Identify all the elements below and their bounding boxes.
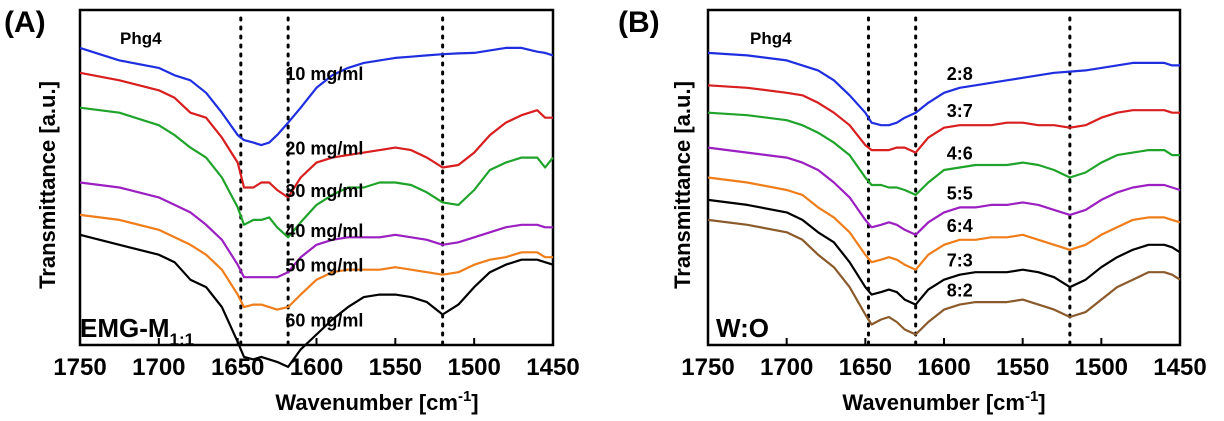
panel-a-x-tick-label: 1450: [526, 354, 579, 381]
panel-b-x-tick-label: 1500: [1075, 354, 1128, 381]
panel-b-series-line-2: [707, 84, 1180, 154]
panel-a-series-label-1: 10 mg/ml: [285, 64, 363, 84]
panel-a-x-tick-label: 1600: [290, 354, 343, 381]
panel-a-series-line-6: [79, 233, 554, 368]
panel-b-plot: 1750 1700 1650 1600 1550 1500 1450 2:8 3:7 4:6 5:5…: [681, 8, 1207, 381]
panel-b-series-label-1: 2:8: [947, 64, 973, 84]
panel-a-y-axis-title-wrap: Transmittance [a.u.]: [35, 81, 60, 289]
panel-a-x-tick-label: 1550: [369, 354, 422, 381]
panel-b-series-label-5: 6:4: [947, 216, 973, 236]
panel-b-series-label-7: 8:2: [947, 281, 973, 301]
panel-a-x-tick-label: 1700: [132, 354, 185, 381]
panel-b-series-line-1: [707, 51, 1180, 127]
panel-b-series-label-6: 7:3: [947, 251, 973, 271]
panel-a-y-axis-title: Transmittance [a.u.]: [35, 81, 60, 289]
panel-b-x-tick-label: 1650: [839, 354, 892, 381]
panel-b-series-line-5: [707, 176, 1181, 271]
panel-b-x-tick-label: 1750: [681, 354, 734, 381]
panel-b-x-tick-label: 1550: [996, 354, 1049, 381]
panel-a-series-line-1: [79, 46, 554, 147]
panel-a-peak-label: Phg4: [120, 29, 162, 48]
panel-a-series-label-3: 30 mg/ml: [285, 181, 363, 201]
panel-a-series-line-4: [79, 181, 553, 279]
panel-b-x-tick-label: 1600: [917, 354, 970, 381]
panel-a: (A) Transmittance [a.u.] Wavenumber [cm-…: [4, 6, 580, 415]
panel-a-series-line-2: [79, 71, 553, 199]
panel-b-x-axis-title: Wavenumber [cm-1]: [842, 388, 1045, 415]
panel-a-series-label-4: 40 mg/ml: [285, 221, 363, 241]
panel-b-series-label-2: 3:7: [947, 101, 973, 121]
panel-b-series-line-6: [707, 198, 1181, 306]
panel-a-x-axis-title: Wavenumber [cm-1]: [275, 388, 478, 415]
panel-b-label: (B): [618, 6, 660, 39]
panel-a-series-line-5: [79, 213, 553, 311]
panel-a-x-tick-label: 1500: [447, 354, 500, 381]
panel-a-series-line-3: [79, 106, 554, 239]
panel-b-series-label-4: 5:5: [947, 183, 973, 203]
panel-b-y-axis-title: Transmittance [a.u.]: [670, 81, 695, 289]
panel-a-sample-label: EMG-M1:1: [80, 313, 194, 349]
panel-b-series-label-3: 4:6: [947, 144, 973, 164]
panel-b-peak-label: Phg4: [750, 29, 792, 48]
panel-a-series-label-6: 60 mg/ml: [285, 310, 363, 330]
panel-b: (B) Transmittance [a.u.] Wavenumber [cm-…: [618, 6, 1207, 415]
panel-a-series-label-2: 20 mg/ml: [285, 139, 363, 159]
panel-a-label: (A): [4, 6, 46, 39]
panel-b-series-line-7: [707, 218, 1181, 336]
panel-a-x-tick-label: 1750: [53, 354, 106, 381]
panel-b-x-tick-label: 1700: [760, 354, 813, 381]
panel-a-plot-frame: [78, 8, 555, 347]
panel-b-series-line-4: [707, 146, 1181, 236]
panel-b-x-tick-label: 1450: [1153, 354, 1206, 381]
panel-b-series-line-3: [707, 111, 1180, 196]
panel-a-series-label-5: 50 mg/ml: [285, 256, 363, 276]
panel-b-sample-label: W:O: [716, 313, 769, 343]
